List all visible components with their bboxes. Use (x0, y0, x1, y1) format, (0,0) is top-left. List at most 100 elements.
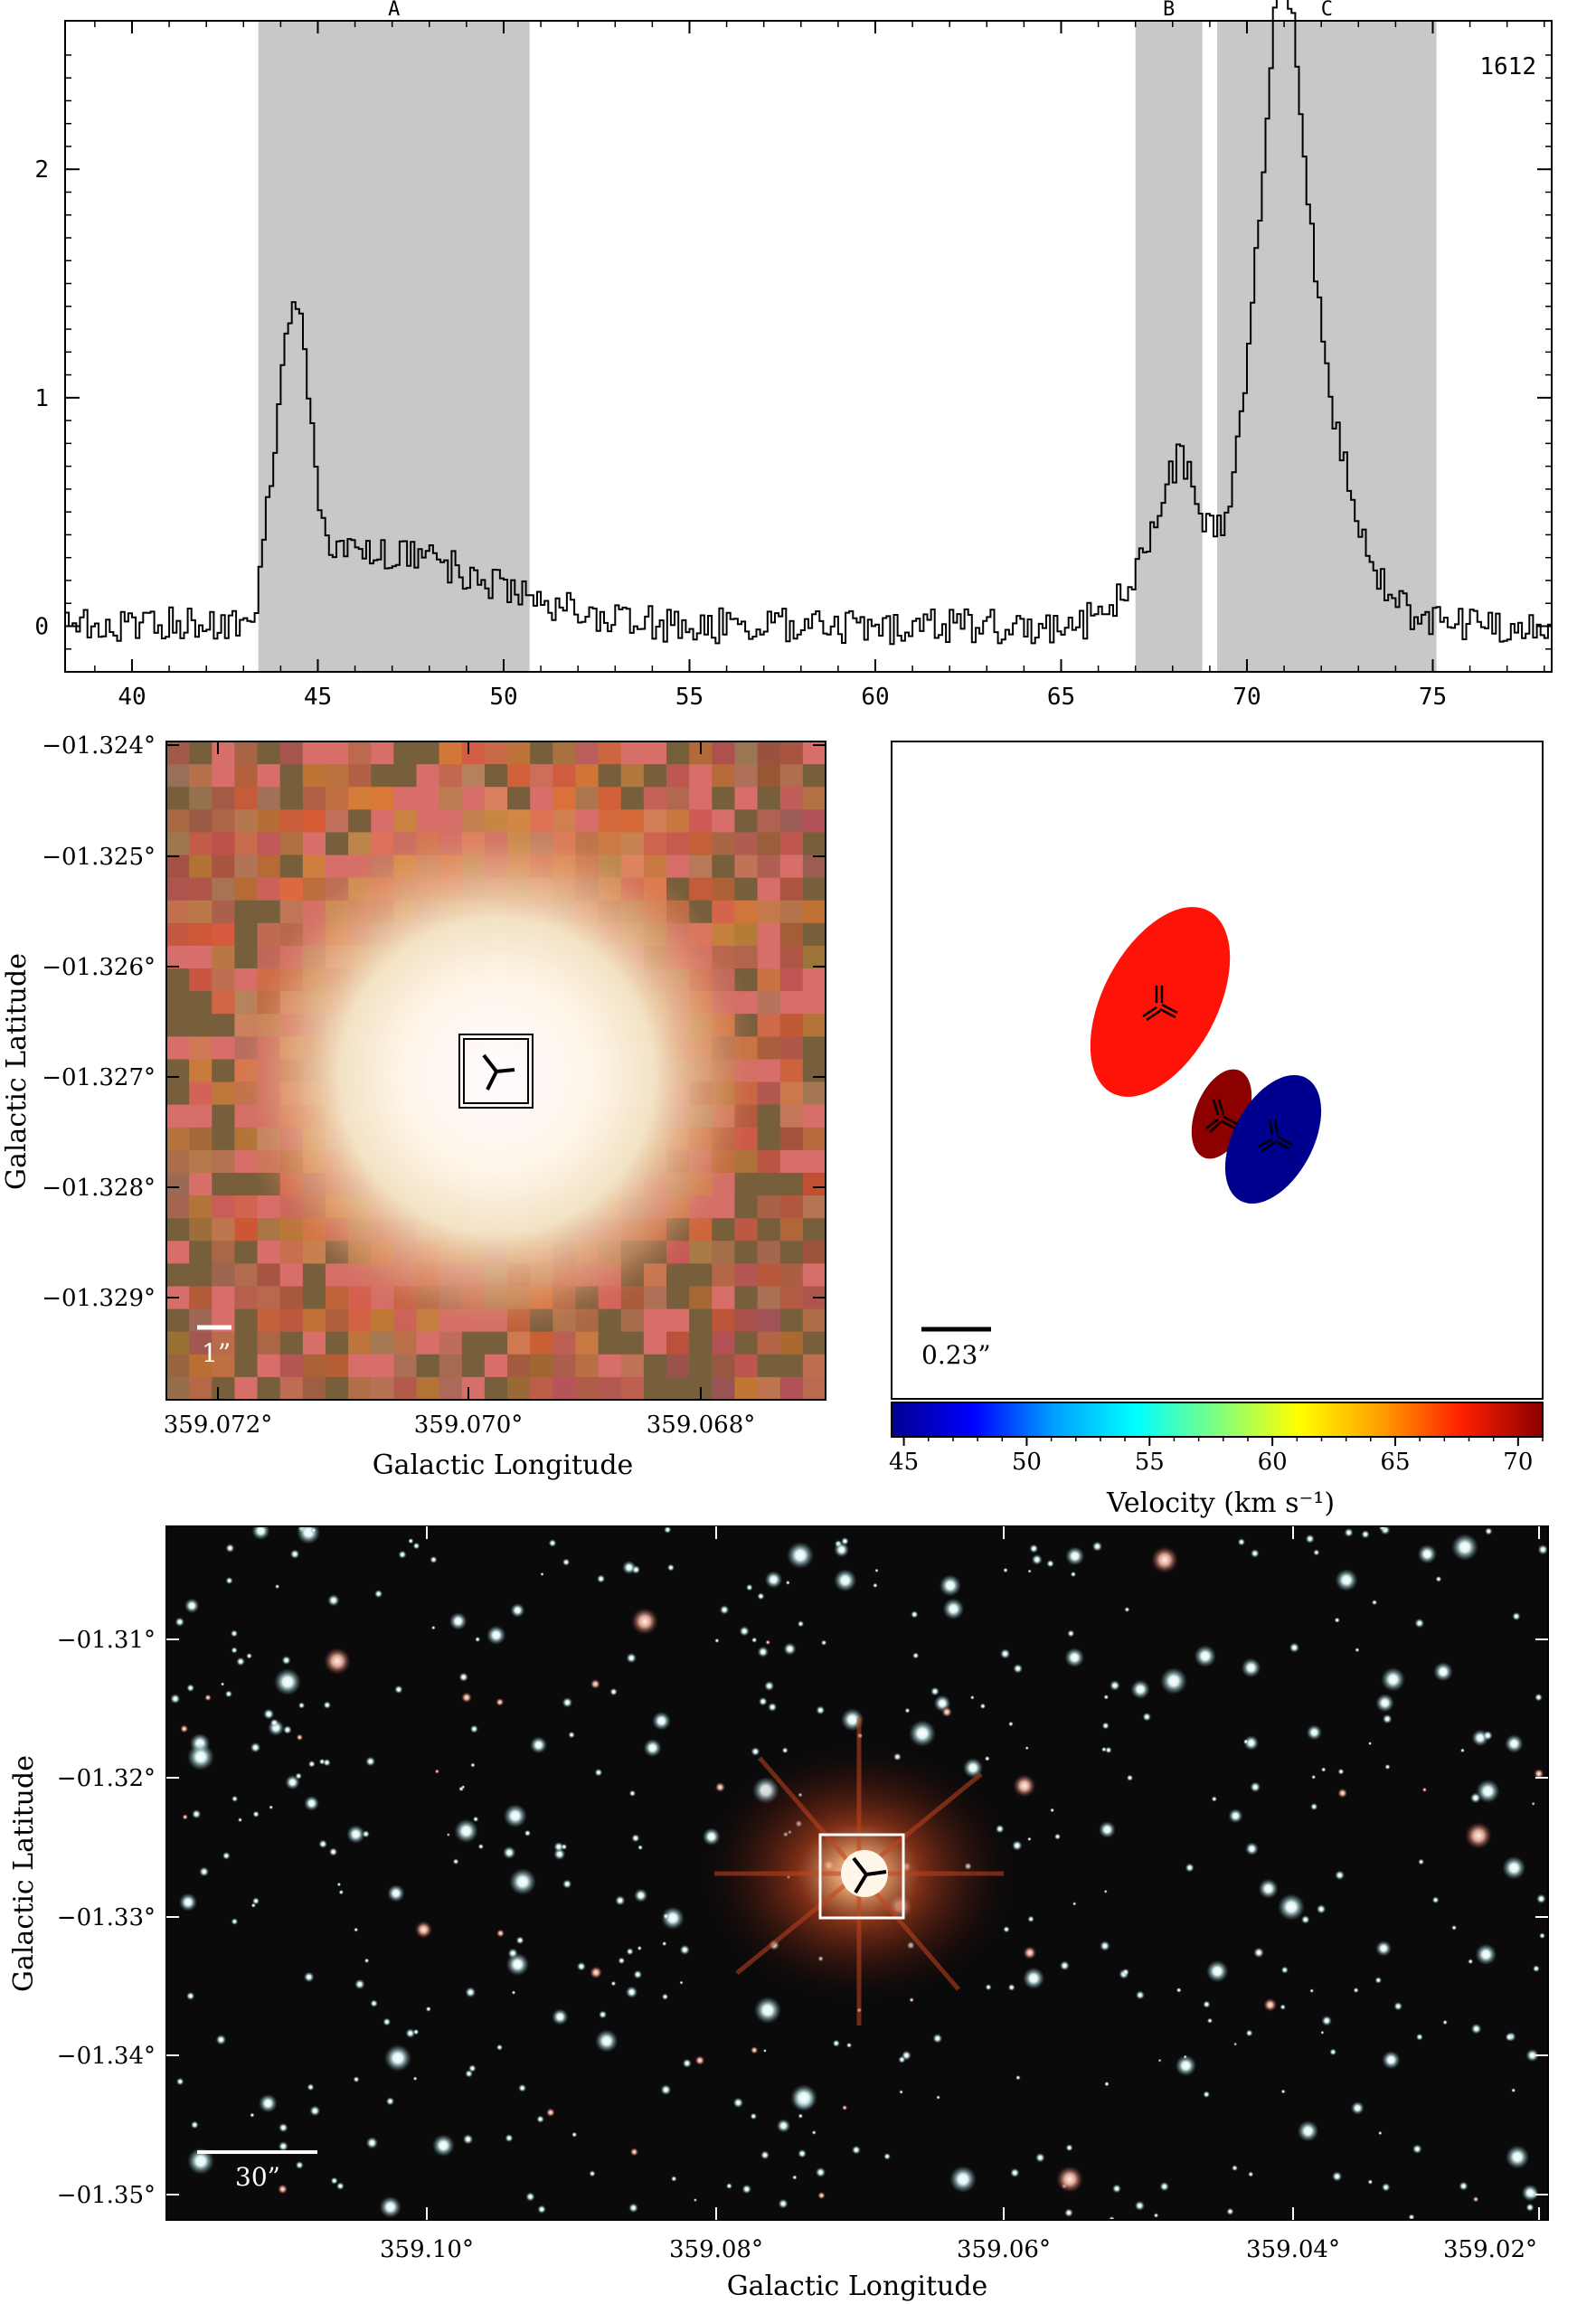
star (1297, 2120, 1319, 2142)
star (323, 1701, 332, 1709)
star (186, 1991, 195, 2001)
image-pixel (257, 764, 281, 788)
star (1023, 1967, 1045, 1989)
star (190, 2120, 199, 2129)
star (664, 1526, 672, 1534)
y-tick-label: 1 (34, 385, 49, 412)
star (663, 1912, 670, 1920)
star (1374, 1977, 1383, 1984)
bright-star (187, 1743, 214, 1770)
image-pixel (779, 855, 804, 879)
star (309, 2105, 321, 2117)
star (1505, 1734, 1524, 1753)
image-pixel (779, 832, 804, 856)
star (1103, 1694, 1110, 1700)
image-pixel (712, 741, 736, 765)
image-pixel (325, 787, 349, 810)
image-pixel (779, 1036, 804, 1061)
star (820, 1639, 827, 1646)
star (275, 1583, 280, 1590)
y-tick-label: −01.328° (42, 1175, 156, 1202)
image-pixel (371, 764, 394, 788)
image-pixel (189, 809, 212, 834)
spectrum-ticks: 40 45 50 55 60 65 70 75 0 1 2 (34, 21, 1552, 711)
image-pixel (507, 1354, 531, 1378)
star (1451, 1924, 1458, 1931)
wide-field-stars (170, 1526, 1548, 2220)
zoom-ticks: −01.324° −01.325° −01.326° −01.327° −01.328°… (42, 732, 826, 1439)
star (1469, 1792, 1481, 1804)
bright-star (1465, 1822, 1492, 1849)
star (175, 2077, 184, 2086)
star (236, 1657, 245, 1667)
star (979, 1703, 987, 1710)
star (792, 2175, 798, 2180)
bright-star (949, 2166, 977, 2193)
image-pixel (779, 1286, 804, 1310)
star (629, 2148, 639, 2157)
image-pixel (620, 741, 645, 765)
image-pixel (348, 1376, 372, 1400)
star (757, 1592, 765, 1601)
image-pixel (461, 787, 486, 810)
star (909, 1997, 914, 2003)
image-pixel (212, 922, 236, 947)
image-pixel (166, 1059, 190, 1083)
image-pixel (802, 855, 826, 879)
star (387, 1884, 405, 1903)
image-pixel (279, 1376, 304, 1400)
star (525, 2192, 535, 2202)
star (1203, 2091, 1211, 2099)
star (899, 2090, 903, 2094)
zoom-source-glow (235, 814, 760, 1338)
star (1320, 2030, 1325, 2035)
star (405, 2028, 416, 2039)
star (353, 2076, 360, 2083)
star (336, 1882, 342, 1887)
star (1382, 1714, 1393, 1724)
y-tick-label: −01.33° (57, 1904, 156, 1931)
image-pixel (734, 1354, 759, 1378)
image-pixel (348, 1354, 372, 1378)
y-tick-label: −01.32° (57, 1765, 156, 1792)
image-pixel (802, 1149, 826, 1174)
star (679, 1980, 684, 1985)
region-a-label: A (388, 0, 400, 21)
image-pixel (757, 922, 781, 947)
image-pixel (757, 1354, 781, 1378)
star (778, 2198, 789, 2209)
y-tick-label: −01.327° (42, 1064, 156, 1091)
star (930, 1686, 940, 1696)
image-pixel (212, 1286, 236, 1310)
image-pixel (484, 1354, 508, 1378)
star (281, 1656, 291, 1666)
star (1064, 1648, 1085, 1667)
image-pixel (166, 809, 190, 834)
star (1378, 1526, 1387, 1532)
star (815, 2167, 826, 2178)
star (283, 1725, 292, 1734)
image-pixel (689, 787, 713, 810)
wide-field-frame (165, 1525, 1549, 2221)
star (628, 1789, 637, 1798)
star (365, 1756, 376, 1767)
image-pixel (302, 1354, 326, 1378)
image-pixel (757, 1149, 781, 1174)
star (1205, 1959, 1229, 1983)
star (1070, 1571, 1077, 1578)
image-pixel (802, 922, 826, 947)
star (1003, 1567, 1008, 1573)
image-pixel (166, 900, 190, 924)
image-pixel (212, 900, 236, 924)
image-pixel (212, 832, 236, 856)
image-pixel (757, 855, 781, 879)
star (1237, 1538, 1246, 1546)
star (764, 1571, 783, 1589)
star (652, 1711, 671, 1731)
image-pixel (712, 1354, 736, 1378)
star (714, 1638, 720, 1643)
star (631, 1834, 640, 1843)
image-pixel (212, 1127, 236, 1151)
box-marker-icon (458, 1034, 534, 1109)
image-pixel (302, 1376, 326, 1400)
